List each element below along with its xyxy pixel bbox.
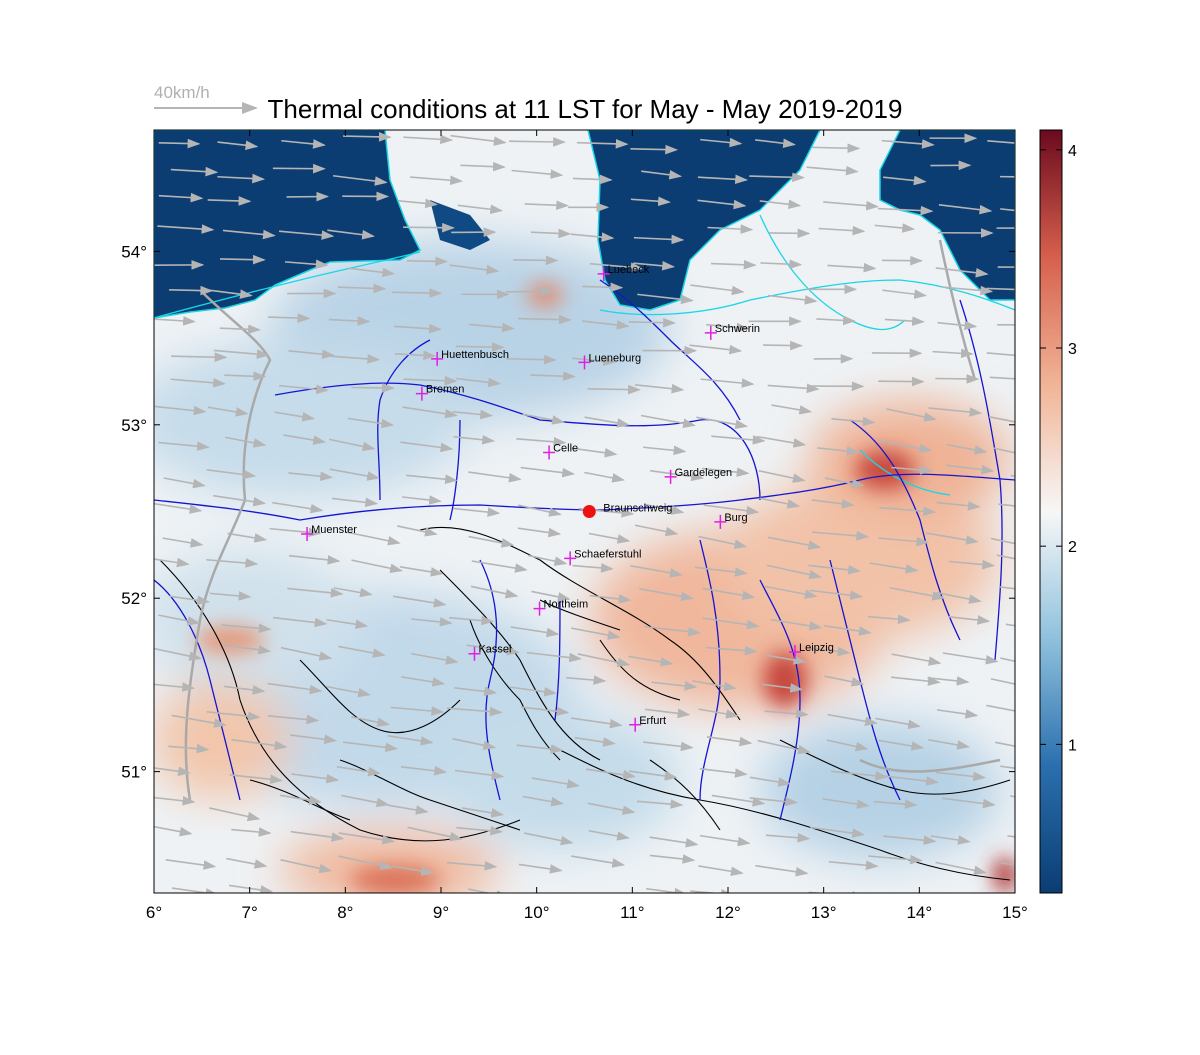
lon-label: 10° (524, 903, 550, 922)
city-label: Burg (724, 512, 747, 524)
city-label: Huettenbusch (441, 349, 509, 361)
wind-scale-label: 40km/h (154, 83, 210, 102)
lat-label: 53° (121, 416, 147, 435)
colorbar: 1 2 3 4 (1040, 130, 1077, 893)
lat-label: 51° (121, 763, 147, 782)
city-label: Schwerin (715, 323, 760, 335)
wind-arrow (588, 389, 640, 390)
wind-arrow (403, 227, 453, 228)
latitude-labels: 51° 52° 53° 54° (121, 242, 147, 781)
wind-arrow (763, 345, 801, 346)
lat-label: 54° (121, 242, 147, 261)
lon-label: 14° (906, 903, 932, 922)
wind-arrow (220, 259, 264, 260)
lon-label: 6° (146, 903, 162, 922)
wind-arrow (392, 292, 440, 293)
wind-arrow (630, 149, 676, 150)
wind-arrow (935, 379, 977, 380)
wind-arrow (570, 898, 624, 909)
longitude-labels: 6° 7° 8° 9° 10° 11° 12° 13° 14° 15° (146, 903, 1028, 922)
lon-label: 7° (242, 903, 258, 922)
city-label: Leipzig (799, 642, 834, 654)
map-panel: Luebeck Schwerin Huettenbusch Lueneburg Brem… (130, 130, 1053, 910)
city-label: Gardelegen (675, 467, 733, 479)
colorbar-tick-label: 1 (1068, 737, 1077, 754)
wind-arrow (349, 897, 399, 904)
city-label: Luebeck (608, 264, 650, 276)
wind-scale-legend: 40km/h (154, 83, 256, 108)
wind-arrow (159, 143, 199, 144)
wind-arrow (752, 894, 796, 903)
wind-arrow (939, 896, 978, 904)
wind-arrow (509, 141, 564, 142)
wind-arrow (351, 388, 393, 389)
chart-title: Thermal conditions at 11 LST for May - M… (268, 94, 903, 124)
wind-arrow (629, 322, 675, 323)
wind-arrow (169, 290, 211, 291)
lat-label: 52° (121, 589, 147, 608)
city-label: Lueneburg (589, 352, 642, 364)
wind-arrow (513, 260, 557, 261)
lon-label: 9° (433, 903, 449, 922)
lon-label: 15° (1002, 903, 1028, 922)
city-label: Bremen (426, 384, 465, 396)
wind-arrow (999, 896, 1042, 901)
lon-label: 13° (811, 903, 837, 922)
wind-arrow (456, 346, 503, 347)
city-label: Kassel (478, 644, 511, 656)
city-label: Schaeferstuhl (574, 548, 641, 560)
city-label: Erfurt (639, 715, 666, 727)
colorbar-tick-label: 4 (1068, 143, 1077, 160)
site-label: Braunschweig (603, 503, 672, 515)
site-dot (583, 505, 596, 518)
city-label: Muenster (311, 524, 357, 536)
colorbar-tick-label: 2 (1068, 539, 1077, 556)
wind-arrow (407, 261, 447, 262)
wind-arrow (769, 233, 809, 234)
wind-arrow (284, 898, 327, 906)
wind-arrow (812, 147, 858, 148)
colorbar-tick-label: 3 (1068, 341, 1077, 358)
city-label: Northeim (544, 599, 589, 611)
lon-label: 8° (337, 903, 353, 922)
lon-label: 12° (715, 903, 741, 922)
colorbar-gradient (1040, 130, 1062, 893)
city-label: Celle (553, 443, 578, 455)
wind-arrow (343, 136, 390, 137)
lon-label: 11° (620, 903, 644, 922)
